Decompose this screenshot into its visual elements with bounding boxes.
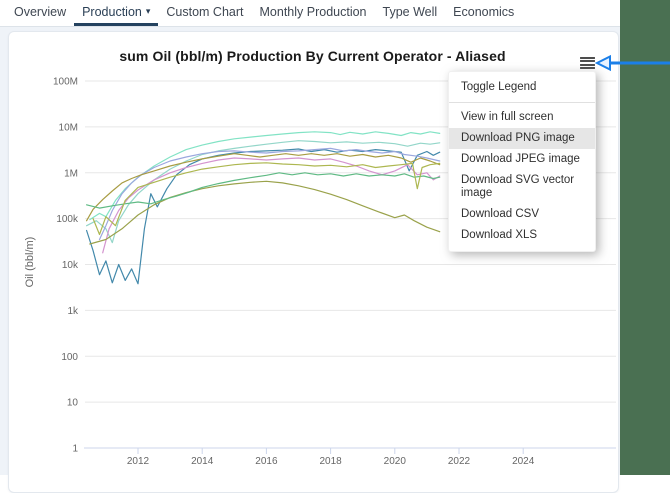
x-tick-label: 2024 xyxy=(512,456,535,467)
nav-item-overview[interactable]: Overview xyxy=(14,4,67,19)
series-line-operator-5 xyxy=(102,157,441,254)
series-line-operator-9 xyxy=(92,162,441,236)
nav-item-economics[interactable]: Economics xyxy=(453,4,515,19)
series-line-operator-2 xyxy=(85,140,441,244)
menu-item-download-xls[interactable]: Download XLS xyxy=(461,229,538,241)
x-tick-label: 2012 xyxy=(127,456,150,467)
nav-item-custom-chart[interactable]: Custom Chart xyxy=(166,4,244,19)
y-tick-label: 100k xyxy=(56,214,79,225)
menu-divider xyxy=(449,102,595,103)
menu-item-toggle-legend[interactable]: Toggle Legend xyxy=(461,81,537,93)
caret-down-icon: ▾ xyxy=(145,6,151,16)
series-line-operator-7 xyxy=(89,180,441,245)
y-tick-label: 100 xyxy=(61,352,78,363)
nav-item-monthly-production[interactable]: Monthly Production xyxy=(259,4,367,19)
chart-context-menu-button[interactable] xyxy=(574,52,600,74)
x-tick-label: 2022 xyxy=(448,456,471,467)
chart-title: sum Oil (bbl/m) Production By Current Op… xyxy=(119,48,506,64)
chart-svg: 100M 10M 1M 100k 10k 1k 100 10 1 2012 2014 2016 2018… xyxy=(24,77,616,467)
side-panel-strip xyxy=(620,0,670,475)
context-menu: Toggle Legend View in full screen Download… xyxy=(448,71,596,252)
menu-item-download-svg-vector-image[interactable]: Download SVG vector image xyxy=(461,174,575,199)
y-tick-label: 100M xyxy=(53,77,78,88)
menu-item-view-in-full-screen[interactable]: View in full screen xyxy=(461,111,554,123)
y-tick-label: 10 xyxy=(67,398,79,409)
y-axis-title: Oil (bbl/m) xyxy=(24,237,36,288)
y-tick-label: 1k xyxy=(67,306,79,317)
nav-items: Overview Production ▾ Custom Chart Monthly P… xyxy=(6,0,522,26)
x-tick-label: 2016 xyxy=(255,456,278,467)
y-tick-label: 1 xyxy=(72,444,78,455)
y-tick-label: 10k xyxy=(62,260,79,271)
series-line-operator-6 xyxy=(85,153,441,222)
hamburger-icon xyxy=(579,56,595,70)
nav-item-type-well[interactable]: Type Well xyxy=(382,4,438,19)
nav-item-production[interactable]: Production ▾ xyxy=(74,0,159,26)
menu-item-download-csv[interactable]: Download CSV xyxy=(461,208,539,220)
series-line-operator-4 xyxy=(98,147,441,241)
menu-item-download-png-image[interactable]: Download PNG image xyxy=(449,128,595,149)
nav-bar: Overview Production ▾ Custom Chart Monthly P… xyxy=(0,0,620,27)
series-line-operator-8 xyxy=(85,172,441,209)
menu-item-download-jpeg-image[interactable]: Download JPEG image xyxy=(461,153,580,165)
x-tick-label: 2020 xyxy=(384,456,407,467)
x-tick-label: 2018 xyxy=(319,456,342,467)
y-tick-label: 1M xyxy=(64,168,78,179)
x-tick-label: 2014 xyxy=(191,456,214,467)
y-tick-label: 10M xyxy=(59,122,78,133)
